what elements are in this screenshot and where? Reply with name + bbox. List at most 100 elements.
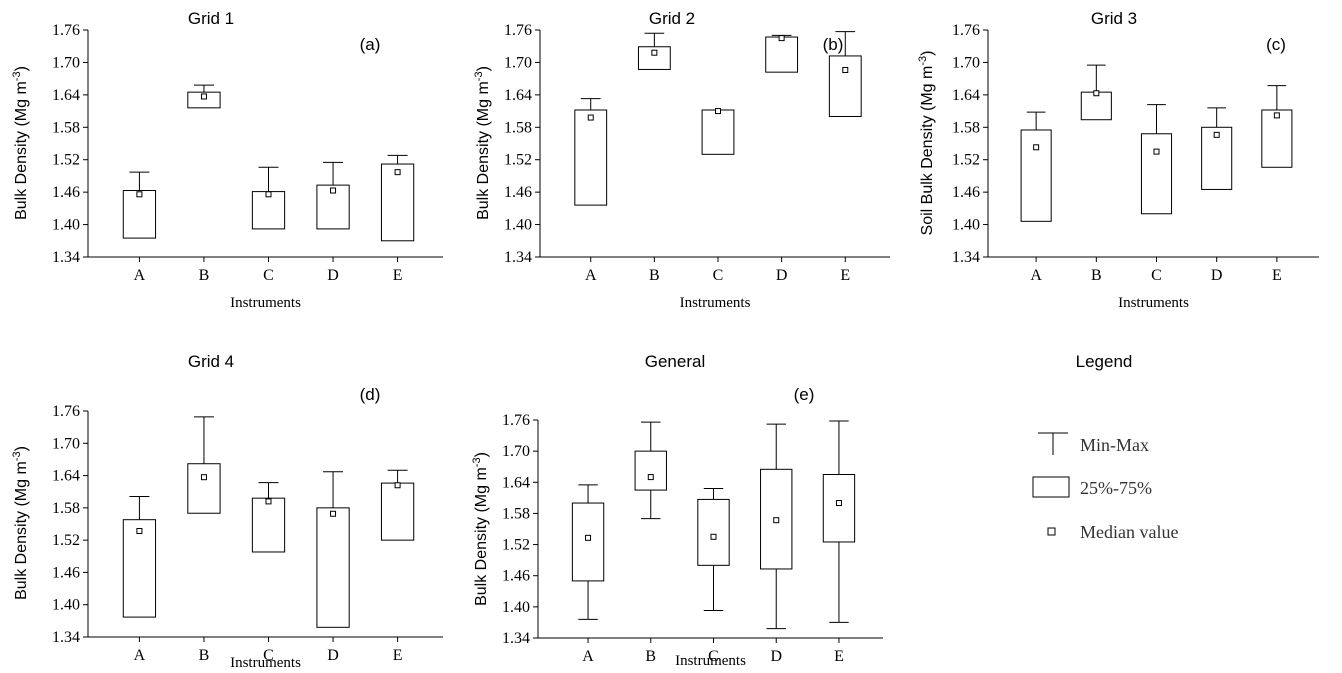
median-marker (842, 66, 849, 73)
y-tick-label: 1.46 (52, 184, 80, 201)
y-tick-label: 1.58 (52, 119, 80, 136)
chart-panel-5: General (e) 1.76 1.70 1.64 1.58 1.52 1.46 1.40 1.… (471, 352, 883, 669)
iqr-box (251, 497, 286, 553)
y-tick-label: 1.52 (504, 152, 532, 169)
median-marker (136, 527, 143, 534)
y-tick-label: 1.46 (952, 184, 980, 201)
x-tick-label: A (585, 267, 597, 284)
chart-title: Grid 3 (1091, 9, 1137, 28)
x-tick-label: C (713, 267, 724, 284)
iqr-box (697, 498, 730, 566)
x-tick-label: B (199, 267, 210, 284)
median-marker (1033, 144, 1040, 151)
x-tick-label: A (1030, 267, 1042, 284)
legend-median-symbol (1047, 527, 1056, 536)
y-tick-label: 1.58 (502, 505, 530, 522)
median-marker (773, 517, 780, 524)
y-tick-label: 1.46 (504, 184, 532, 201)
median-marker (200, 93, 207, 100)
iqr-box (1140, 133, 1173, 215)
y-tick-label: 1.34 (952, 249, 980, 266)
x-tick-label: E (1272, 267, 1282, 284)
median-marker (585, 534, 592, 541)
x-tick-label: C (1151, 267, 1162, 284)
chart-panel-4: Grid 4 (d) 1.76 1.70 1.64 1.58 1.52 1.46 1.40 1.3… (11, 352, 443, 671)
x-tick-label: E (840, 267, 850, 284)
x-tick-label: C (708, 648, 719, 665)
y-tick-label: 1.52 (52, 152, 80, 169)
y-tick-label: 1.70 (504, 54, 532, 71)
median-marker (265, 498, 272, 505)
median-marker (778, 35, 785, 42)
legend-title: Legend (1076, 352, 1133, 371)
chart-title: Grid 1 (188, 9, 234, 28)
charts-container: Grid 1 (a) 1.76 1.70 1.64 1.58 1.52 1.46 1.40 1.3… (11, 9, 1319, 671)
y-tick-label: 1.70 (52, 435, 80, 452)
panel-label: (d) (360, 385, 381, 404)
median-marker (330, 187, 337, 194)
y-axis-label: Bulk Density (Mg m-3) (11, 446, 30, 600)
y-tick-label: 1.64 (952, 87, 980, 104)
x-tick-label: A (582, 648, 594, 665)
iqr-box (380, 482, 415, 541)
x-tick-label: D (1211, 267, 1223, 284)
y-tick-label: 1.76 (52, 403, 80, 420)
x-tick-label: E (393, 647, 403, 664)
iqr-box (574, 109, 608, 206)
median-marker (1213, 131, 1220, 138)
y-tick-label: 1.70 (952, 54, 980, 71)
y-tick-label: 1.46 (502, 568, 530, 585)
legend: Legend Min-Max 25%-75% Median value (1032, 352, 1178, 542)
iqr-box (251, 191, 286, 230)
y-axis-label: Bulk Density (Mg m-3) (473, 66, 492, 220)
iqr-box (571, 502, 605, 582)
median-marker (330, 510, 337, 517)
x-axis-label: Instruments (680, 295, 751, 311)
median-marker (200, 474, 207, 481)
chart-title: Grid 4 (188, 352, 234, 371)
legend-item-minmax: Min-Max (1080, 435, 1149, 455)
x-tick-label: D (327, 267, 339, 284)
y-tick-label: 1.40 (52, 597, 80, 614)
panel-label: (e) (794, 385, 815, 404)
x-tick-label: E (834, 648, 844, 665)
x-tick-label: B (1091, 267, 1102, 284)
y-axis-label: Bulk Density (Mg m-3) (11, 66, 30, 220)
y-tick-label: 1.76 (504, 22, 532, 39)
iqr-box (380, 163, 415, 242)
x-tick-label: C (263, 267, 274, 284)
y-axis-label: Bulk Density (Mg m-3) (471, 452, 490, 606)
iqr-box (701, 109, 735, 155)
y-tick-label: 1.76 (502, 412, 530, 429)
median-marker (394, 169, 401, 176)
median-marker (265, 191, 272, 198)
y-tick-label: 1.70 (52, 54, 80, 71)
y-tick-label: 1.58 (504, 119, 532, 136)
legend-item-quartiles: 25%-75% (1080, 478, 1152, 498)
iqr-box (637, 46, 671, 70)
x-tick-label: A (134, 647, 146, 664)
y-tick-label: 1.34 (504, 249, 532, 266)
median-marker (394, 482, 401, 489)
median-marker (651, 49, 658, 56)
iqr-box (187, 463, 221, 514)
y-tick-label: 1.40 (504, 217, 532, 234)
chart-panel-3: Grid 3 (c) 1.76 1.70 1.64 1.58 1.52 1.46 1.40 1.3… (917, 9, 1319, 311)
iqr-box (1020, 129, 1052, 222)
y-tick-label: 1.34 (502, 630, 530, 647)
y-tick-label: 1.64 (52, 468, 80, 485)
x-axis-label: Instruments (230, 295, 301, 311)
x-axis-label: Instruments (230, 655, 301, 671)
y-tick-label: 1.58 (952, 119, 980, 136)
y-tick-label: 1.64 (504, 87, 532, 104)
y-tick-label: 1.46 (52, 564, 80, 581)
iqr-box (828, 55, 862, 117)
x-tick-label: C (263, 647, 274, 664)
median-marker (136, 191, 143, 198)
y-tick-label: 1.52 (952, 152, 980, 169)
panel-label: (a) (360, 35, 381, 54)
iqr-box (1080, 91, 1112, 121)
y-axis-label: Soil Bulk Density (Mg m-3) (917, 51, 936, 236)
x-tick-label: A (134, 267, 146, 284)
